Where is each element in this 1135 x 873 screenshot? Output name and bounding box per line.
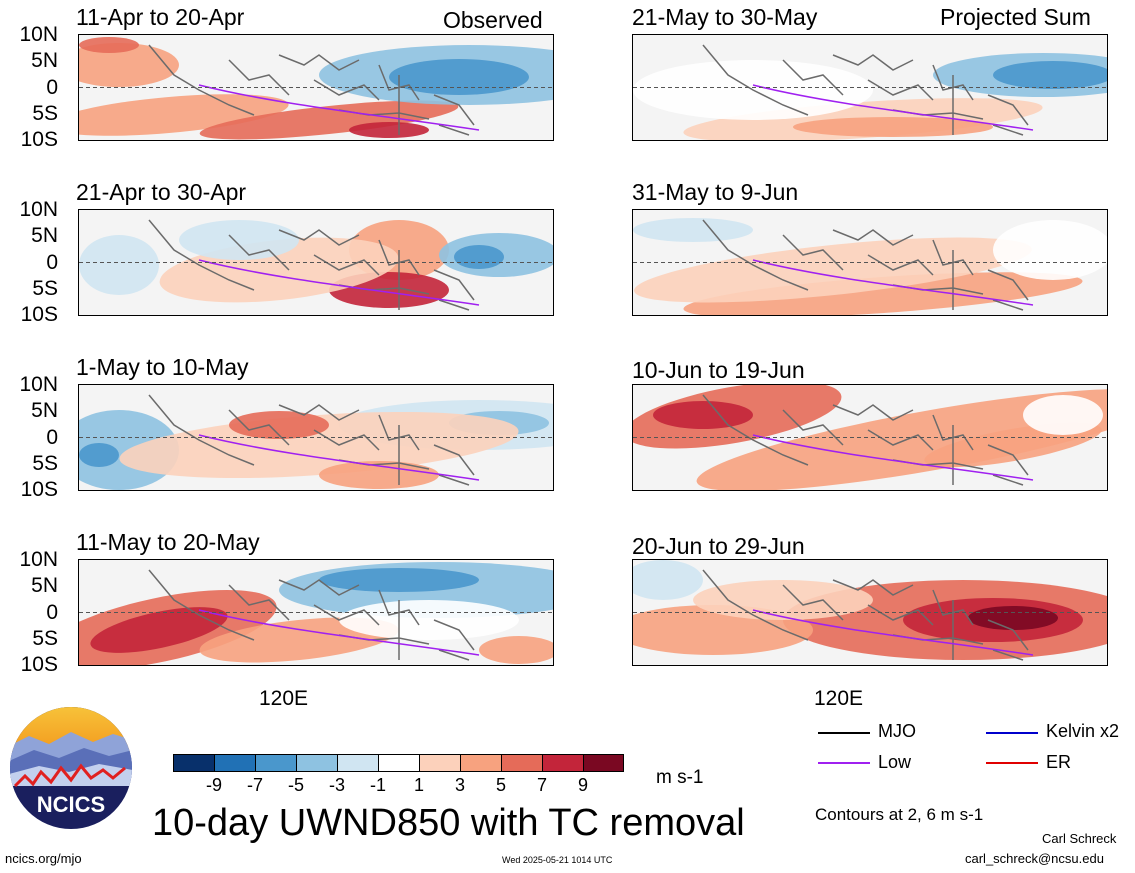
map-field-proj-2 bbox=[633, 210, 1107, 315]
lat-label: 0 bbox=[46, 600, 58, 624]
lat-label: 0 bbox=[46, 250, 58, 274]
colorbar-tick-label: 3 bbox=[454, 775, 465, 795]
map-proj-3 bbox=[632, 384, 1108, 491]
lat-label: 5S bbox=[32, 276, 58, 300]
map-field-obs-3 bbox=[79, 385, 553, 490]
colorbar-swatch bbox=[214, 754, 255, 772]
figure-title: 10-day UWND850 with TC removal bbox=[152, 802, 745, 844]
lat-label: 10N bbox=[19, 23, 58, 46]
footer-email[interactable]: carl_schreck@ncsu.edu bbox=[965, 851, 1104, 866]
colorbar-tick-label: -9 bbox=[205, 775, 222, 795]
legend-line-er bbox=[986, 762, 1038, 764]
legend-label-er: ER bbox=[1046, 752, 1072, 772]
map-proj-1 bbox=[632, 34, 1108, 141]
lat-label: 10S bbox=[20, 303, 58, 326]
legend-line-low bbox=[818, 762, 870, 764]
map-obs-4 bbox=[78, 559, 554, 666]
observed-label: Observed bbox=[443, 7, 543, 33]
map-field-obs-4 bbox=[79, 560, 553, 665]
panel-title-obs-4: 11-May to 20-May bbox=[76, 529, 260, 555]
colorbar-tick-label: -7 bbox=[246, 775, 263, 795]
panel-title-obs-1: 11-Apr to 20-Apr bbox=[76, 4, 245, 30]
map-proj-4 bbox=[632, 559, 1108, 666]
colorbar-swatch bbox=[419, 754, 460, 772]
lat-label: 10S bbox=[20, 653, 58, 676]
projected-sum-label: Projected Sum bbox=[940, 4, 1091, 30]
lat-label: 10S bbox=[20, 128, 58, 151]
footer-author: Carl Schreck bbox=[1042, 831, 1117, 846]
map-proj-2 bbox=[632, 209, 1108, 316]
colorbar-tick-label: -5 bbox=[287, 775, 304, 795]
colorbar-swatch bbox=[255, 754, 296, 772]
lat-label: 10S bbox=[20, 478, 58, 501]
colorbar-tick-label: -1 bbox=[369, 775, 386, 795]
colorbar-swatch bbox=[460, 754, 501, 772]
lat-label: 5N bbox=[31, 574, 58, 598]
panel-title-proj-1: 21-May to 30-May bbox=[632, 4, 818, 30]
lat-label: 10N bbox=[19, 198, 58, 221]
colorbar-swatch bbox=[296, 754, 337, 772]
lat-label: 5S bbox=[32, 626, 58, 650]
footer-url[interactable]: ncics.org/mjo bbox=[5, 851, 82, 866]
colorbar-swatch bbox=[542, 754, 583, 772]
colorbar-swatch bbox=[378, 754, 419, 772]
legend-line-mjo bbox=[818, 732, 870, 734]
legend-line-kelvin bbox=[986, 732, 1038, 734]
legend-label-low: Low bbox=[878, 752, 912, 772]
map-field-proj-1 bbox=[633, 35, 1107, 140]
lat-label: 5S bbox=[32, 101, 58, 125]
lon-label-left: 120E bbox=[259, 687, 309, 710]
panel-title-obs-3: 1-May to 10-May bbox=[76, 354, 249, 380]
colorbar-tick-label: 1 bbox=[413, 775, 424, 795]
map-field-obs-2 bbox=[79, 210, 553, 315]
panel-title-proj-4: 20-Jun to 29-Jun bbox=[632, 533, 805, 559]
legend-label-mjo: MJO bbox=[878, 721, 916, 741]
lat-label: 0 bbox=[46, 425, 58, 449]
colorbar-swatch bbox=[173, 754, 214, 772]
footer-timestamp: Wed 2025-05-21 1014 UTC bbox=[502, 855, 613, 865]
map-obs-1 bbox=[78, 34, 554, 141]
lat-label: 5N bbox=[31, 224, 58, 248]
lat-label: 5S bbox=[32, 451, 58, 475]
contour-note: Contours at 2, 6 m s-1 bbox=[815, 805, 984, 824]
ncics-logo: NCICS bbox=[9, 706, 133, 830]
colorbar-tick-label: 7 bbox=[536, 775, 547, 795]
panel-title-proj-3: 10-Jun to 19-Jun bbox=[632, 357, 805, 383]
panel-title-proj-2: 31-May to 9-Jun bbox=[632, 179, 799, 205]
lat-label: 10N bbox=[19, 548, 58, 571]
colorbar-swatch bbox=[501, 754, 542, 772]
colorbar-tick-label: -3 bbox=[328, 775, 345, 795]
map-obs-3 bbox=[78, 384, 554, 491]
colorbar-swatch bbox=[337, 754, 378, 772]
map-field-proj-3 bbox=[633, 385, 1107, 490]
lon-label-right: 120E bbox=[814, 687, 864, 710]
legend-label-kelvin: Kelvin x2 bbox=[1046, 721, 1120, 741]
lat-label: 0 bbox=[46, 75, 58, 99]
map-field-obs-1 bbox=[79, 35, 553, 140]
colorbar-tick-label: 5 bbox=[495, 775, 506, 795]
map-field-proj-4 bbox=[633, 560, 1107, 665]
colorbar-tick-label: 9 bbox=[577, 775, 588, 795]
lat-label: 5N bbox=[31, 399, 58, 423]
lat-label: 5N bbox=[31, 49, 58, 73]
map-obs-2 bbox=[78, 209, 554, 316]
lat-label: 10N bbox=[19, 373, 58, 396]
colorbar-units: m s-1 bbox=[656, 767, 704, 788]
ncics-logo-text: NCICS bbox=[37, 792, 105, 817]
panel-title-obs-2: 21-Apr to 30-Apr bbox=[76, 179, 247, 205]
colorbar-swatch bbox=[583, 754, 624, 772]
